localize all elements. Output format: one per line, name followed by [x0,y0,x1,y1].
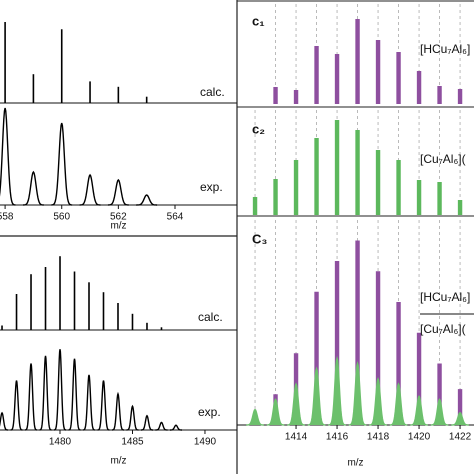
bar [334,120,340,215]
bar [396,160,401,215]
bar [416,180,422,215]
x-tick-label: 1416 [326,432,349,443]
bar [293,90,299,104]
series-label: [Cu₇Al₆]( [420,322,466,336]
bar [457,389,463,425]
peak [266,398,285,426]
peak [410,394,428,426]
bar [437,86,442,104]
peak [51,122,73,206]
peak [307,366,326,426]
peak [39,355,52,431]
series-label: [Cu₇Al₆]( [420,152,466,166]
peak [0,411,9,431]
x-tick-label: 558 [0,212,14,223]
bar [416,71,422,104]
peak [68,358,81,431]
peak [53,349,67,431]
peak [369,376,387,426]
bar [355,130,360,215]
series-label: calc. [198,310,223,324]
peak [169,424,182,431]
x-tick-label: 1422 [449,432,472,443]
bar [314,138,319,215]
series-label: exp. [200,180,223,194]
bar [375,40,381,104]
peak [126,404,139,431]
peak [348,360,367,426]
bar [273,87,278,104]
bar [334,54,340,104]
peak [97,380,110,431]
x-tick-label: 1420 [408,432,431,443]
bar [457,89,463,104]
bar [396,302,401,425]
peak [287,382,305,426]
series-label: [HCu₇Al₆] [420,42,470,56]
peak [0,107,16,206]
x-tick-label: 1414 [285,432,308,443]
bar [375,150,381,215]
panel-label: C₃ [252,231,267,246]
bar [314,291,319,425]
peak [136,194,158,206]
x-axis-label: m/z [347,458,363,469]
series-label: exp. [198,405,221,419]
bar [355,19,360,104]
bar [437,363,442,425]
peak [24,363,38,431]
series-label: calc. [200,85,225,99]
peak [111,391,125,431]
peak [107,178,129,206]
bar [396,52,401,104]
x-tick-label: 560 [53,212,70,223]
bar [437,182,442,215]
x-tick-label: 1485 [121,437,144,448]
panel-label: c₂ [252,121,265,136]
x-tick-label: 1490 [194,437,217,448]
peak [430,398,449,426]
peak [246,408,264,426]
bar [252,197,258,215]
bar [314,46,319,104]
peak [140,414,153,431]
peak [451,411,469,426]
panel-label: c₁ [252,13,265,28]
bar [355,240,360,425]
peak [82,374,96,431]
bar [293,160,299,215]
bar [334,261,340,425]
bar [457,200,463,215]
x-tick-label: 1418 [367,432,390,443]
peak [389,382,408,426]
x-axis-label: m/z [110,221,126,232]
bar [416,332,422,425]
x-tick-label: 562 [110,212,127,223]
peak [79,173,101,206]
x-tick-label: 1480 [49,437,72,448]
bar [375,271,381,425]
peak [10,380,23,431]
peak [328,355,346,426]
x-tick-label: 564 [167,212,184,223]
peak [155,421,168,431]
series-label: [HCu₇Al₆] [420,290,470,304]
bar [273,179,278,215]
peak [22,170,44,206]
x-axis-label: m/z [110,456,126,467]
